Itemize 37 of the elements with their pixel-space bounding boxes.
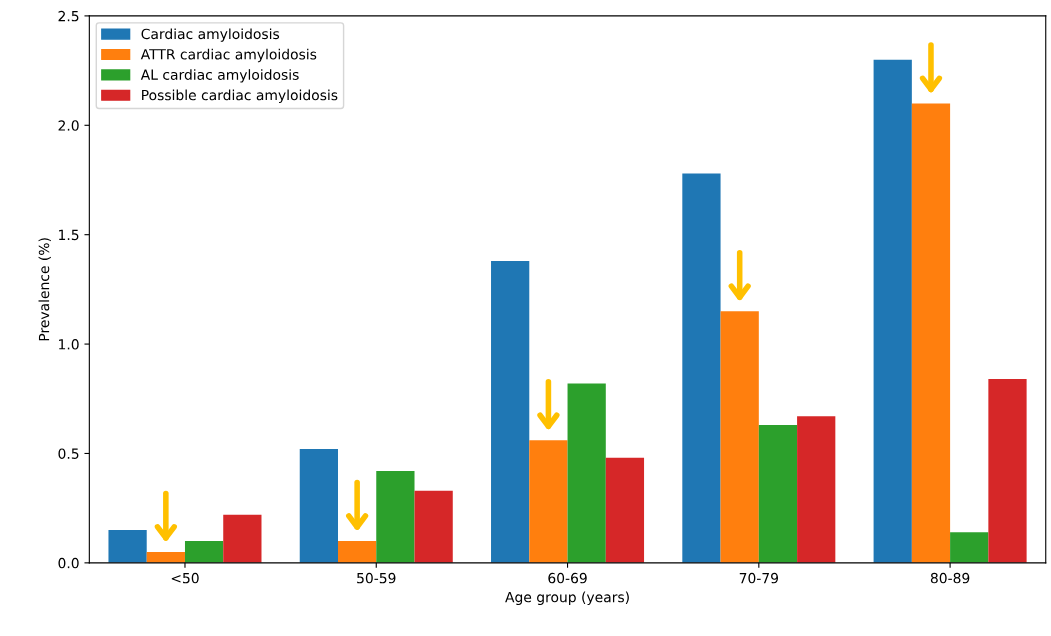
- bar: [146, 551, 185, 563]
- y-tick-label: 1.5: [59, 229, 79, 241]
- bar: [605, 457, 645, 563]
- legend-label: ATTR cardiac amyloidosis: [140, 48, 317, 63]
- bar: [414, 490, 453, 563]
- legend-label: AL cardiac amyloidosis: [140, 69, 299, 83]
- bar: [299, 449, 338, 563]
- bar: [108, 530, 147, 563]
- bar: [797, 416, 836, 563]
- bar: [758, 425, 798, 563]
- legend-label: Cardiac amyloidosis: [141, 28, 280, 42]
- x-tick-label: 50-59: [357, 572, 396, 584]
- y-tick-label: 2.0: [58, 120, 79, 131]
- bar: [950, 532, 989, 563]
- bar: [338, 540, 377, 563]
- bar: [184, 540, 224, 563]
- y-axis-title: Prevalence (%): [38, 238, 51, 341]
- bar: [911, 103, 951, 563]
- bar: [223, 514, 262, 563]
- x-tick-label: 70-79: [739, 572, 779, 584]
- y-tick-label: 0.5: [58, 448, 79, 459]
- bar: [376, 470, 415, 563]
- bar: [529, 440, 568, 563]
- y-tick-label: 0.0: [58, 557, 79, 569]
- y-tick-label: 1.0: [59, 339, 79, 350]
- x-axis-title: Age group (years): [505, 591, 629, 606]
- bar: [873, 59, 912, 563]
- bar: [491, 260, 530, 563]
- x-tick-label: <50: [171, 572, 199, 584]
- legend-label: Possible cardiac amyloidosis: [142, 89, 338, 103]
- x-tick-label: 80-89: [930, 572, 970, 584]
- bar: [682, 173, 721, 563]
- x-tick-label: 60-69: [548, 572, 587, 584]
- bar: [567, 383, 606, 563]
- y-tick-label: 2.5: [58, 10, 79, 22]
- bar: [720, 311, 759, 563]
- bar: [988, 379, 1027, 563]
